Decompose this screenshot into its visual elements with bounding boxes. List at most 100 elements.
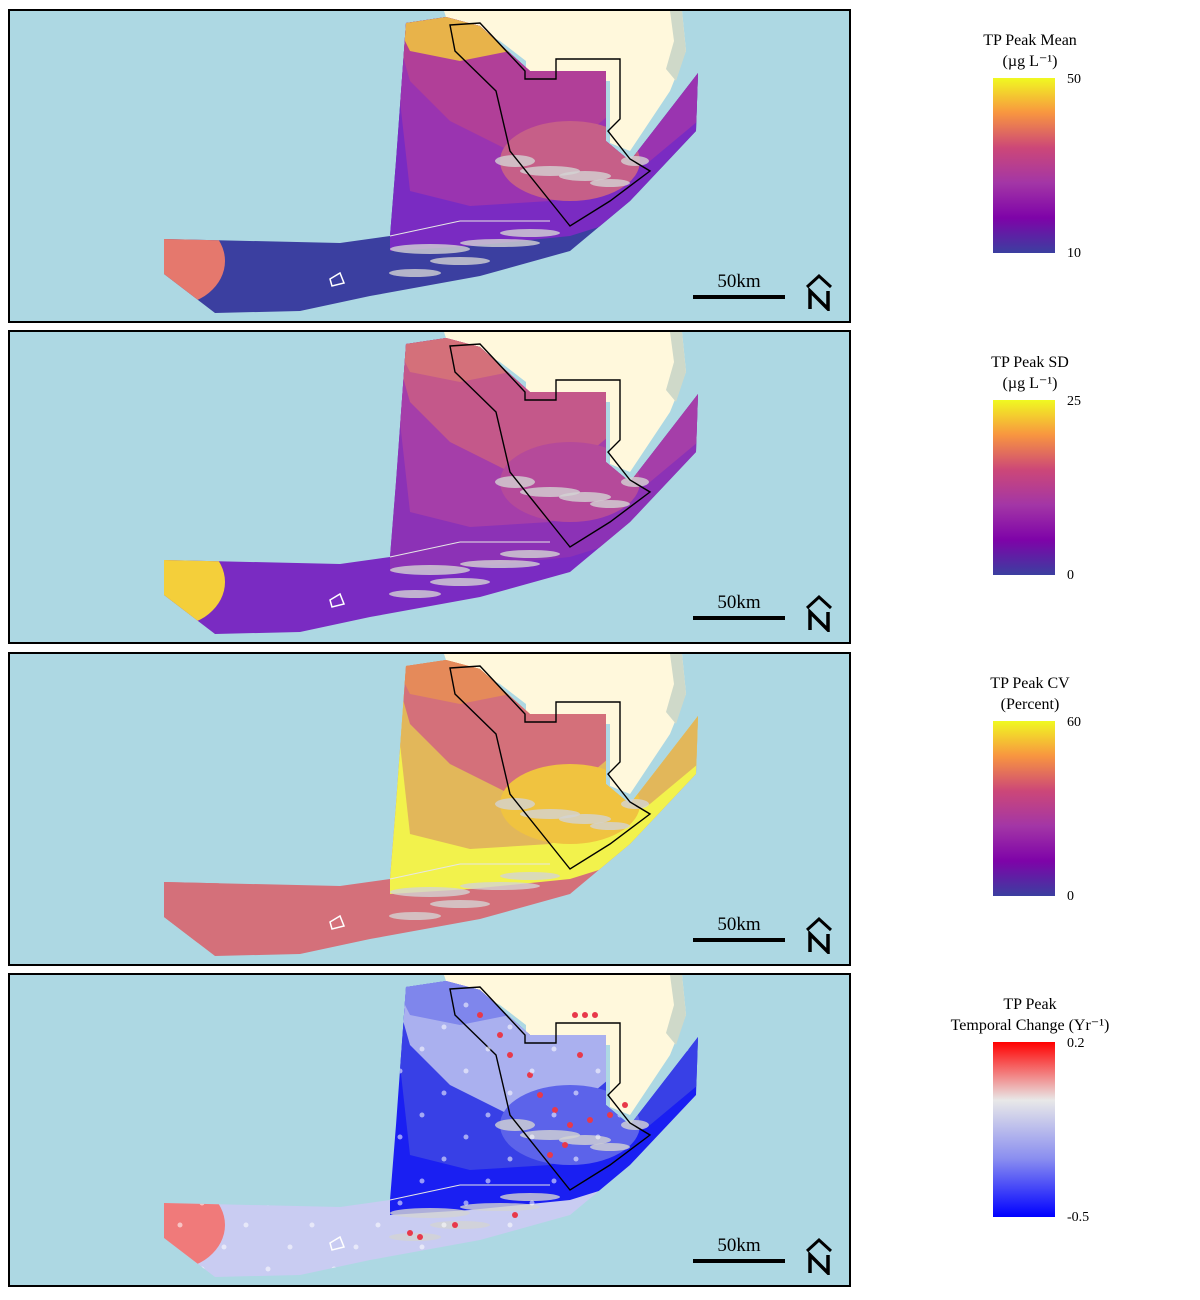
sample-site bbox=[485, 1046, 491, 1052]
sample-site bbox=[353, 1178, 359, 1184]
sample-site bbox=[661, 1200, 667, 1206]
sample-site-increase bbox=[562, 1142, 568, 1148]
sample-site-increase bbox=[407, 1230, 413, 1236]
north-arrow-icon bbox=[805, 1237, 833, 1275]
sample-site bbox=[265, 1002, 271, 1008]
sample-site bbox=[309, 1090, 315, 1096]
sample-site bbox=[375, 1090, 381, 1096]
sample-site bbox=[309, 1156, 315, 1162]
scale-label: 50km bbox=[717, 271, 761, 292]
sample-site-increase bbox=[587, 1117, 593, 1123]
sample-site bbox=[199, 1200, 205, 1206]
scale-line bbox=[693, 295, 785, 299]
sample-site bbox=[529, 1266, 535, 1272]
sample-site bbox=[287, 1178, 293, 1184]
island-outline bbox=[329, 592, 346, 608]
sample-site bbox=[221, 1244, 227, 1250]
sample-site-increase bbox=[527, 1072, 533, 1078]
sample-site bbox=[683, 1112, 689, 1118]
scale-label: 50km bbox=[717, 592, 761, 613]
sample-site bbox=[199, 1002, 205, 1008]
sample-site bbox=[507, 1156, 513, 1162]
sample-site bbox=[463, 1200, 469, 1206]
sample-site bbox=[177, 1222, 183, 1228]
sample-site bbox=[353, 1244, 359, 1250]
map-panel-mean: 50km bbox=[8, 9, 851, 323]
sample-site bbox=[397, 1200, 403, 1206]
scale-line bbox=[693, 938, 785, 942]
island-outline bbox=[329, 1235, 346, 1251]
park-boundary bbox=[449, 22, 652, 227]
sample-site bbox=[419, 1046, 425, 1052]
sample-site-increase bbox=[512, 1212, 518, 1218]
map-cv bbox=[164, 654, 698, 956]
land-coast-detail bbox=[666, 654, 686, 724]
sample-site bbox=[485, 1178, 491, 1184]
sample-site bbox=[199, 1134, 205, 1140]
sample-site bbox=[353, 1046, 359, 1052]
sample-site bbox=[309, 1222, 315, 1228]
legend-max: 50 bbox=[1067, 72, 1081, 87]
sample-site bbox=[199, 1266, 205, 1272]
island-outline bbox=[329, 271, 346, 287]
sample-site bbox=[529, 1134, 535, 1140]
island-outline bbox=[329, 914, 346, 930]
band-west-tip bbox=[164, 216, 225, 306]
sample-site bbox=[573, 1156, 579, 1162]
sample-site bbox=[485, 1112, 491, 1118]
map-panel-cv: 50km bbox=[8, 652, 851, 966]
sample-site bbox=[661, 1068, 667, 1074]
sample-site bbox=[441, 1156, 447, 1162]
sample-site bbox=[463, 1266, 469, 1272]
sample-site bbox=[243, 1024, 249, 1030]
sample-site bbox=[617, 1244, 623, 1250]
legend-title: TP Peak SD bbox=[991, 354, 1069, 371]
sample-site bbox=[507, 1222, 513, 1228]
legend-title: TP Peak CV bbox=[990, 675, 1070, 692]
sample-site-increase bbox=[497, 1032, 503, 1038]
legend-colorbar bbox=[993, 78, 1055, 253]
sample-site-increase bbox=[577, 1052, 583, 1058]
islands bbox=[389, 476, 649, 598]
sample-site bbox=[507, 1024, 513, 1030]
sample-site bbox=[595, 1200, 601, 1206]
sample-site bbox=[265, 1068, 271, 1074]
sample-site bbox=[529, 1200, 535, 1206]
legend-mean: TP Peak Mean (µg L⁻¹) 50 10 bbox=[920, 30, 1140, 270]
sample-site bbox=[397, 1002, 403, 1008]
sample-site bbox=[463, 1002, 469, 1008]
sample-site bbox=[177, 1024, 183, 1030]
sample-site-increase bbox=[622, 1102, 628, 1108]
sample-site bbox=[441, 1222, 447, 1228]
sample-site bbox=[661, 1266, 667, 1272]
scale-bar-mean: 50km bbox=[693, 271, 785, 311]
sample-site bbox=[419, 1244, 425, 1250]
sanctuary-line bbox=[389, 541, 550, 558]
legend-trend: TP Peak Temporal Change (Yr⁻¹) 0.2 -0.5 bbox=[920, 994, 1140, 1234]
legend-max: 60 bbox=[1067, 715, 1081, 730]
sample-site bbox=[661, 1134, 667, 1140]
sample-site bbox=[177, 1156, 183, 1162]
sample-site bbox=[221, 1178, 227, 1184]
sample-site bbox=[463, 1134, 469, 1140]
sample-site-increase bbox=[452, 1222, 458, 1228]
sample-site-increase bbox=[592, 1012, 598, 1018]
legend-units: (Percent) bbox=[1000, 696, 1060, 713]
sample-site bbox=[265, 1134, 271, 1140]
map-sd bbox=[164, 332, 698, 634]
sample-site bbox=[397, 1266, 403, 1272]
sample-site bbox=[243, 1090, 249, 1096]
legend-units: Temporal Change (Yr⁻¹) bbox=[950, 1017, 1110, 1034]
sample-site bbox=[199, 1068, 205, 1074]
scale-bar-cv: 50km bbox=[693, 914, 785, 954]
band-west-tip bbox=[164, 1180, 225, 1270]
sample-site bbox=[595, 1068, 601, 1074]
sample-site bbox=[375, 1156, 381, 1162]
sample-site bbox=[331, 1266, 337, 1272]
legend-colorbar bbox=[993, 400, 1055, 575]
islands bbox=[389, 798, 649, 920]
north-arrow-icon bbox=[805, 273, 833, 311]
sample-site bbox=[243, 1156, 249, 1162]
legend-colorbar bbox=[993, 1042, 1055, 1217]
sample-site bbox=[617, 1178, 623, 1184]
